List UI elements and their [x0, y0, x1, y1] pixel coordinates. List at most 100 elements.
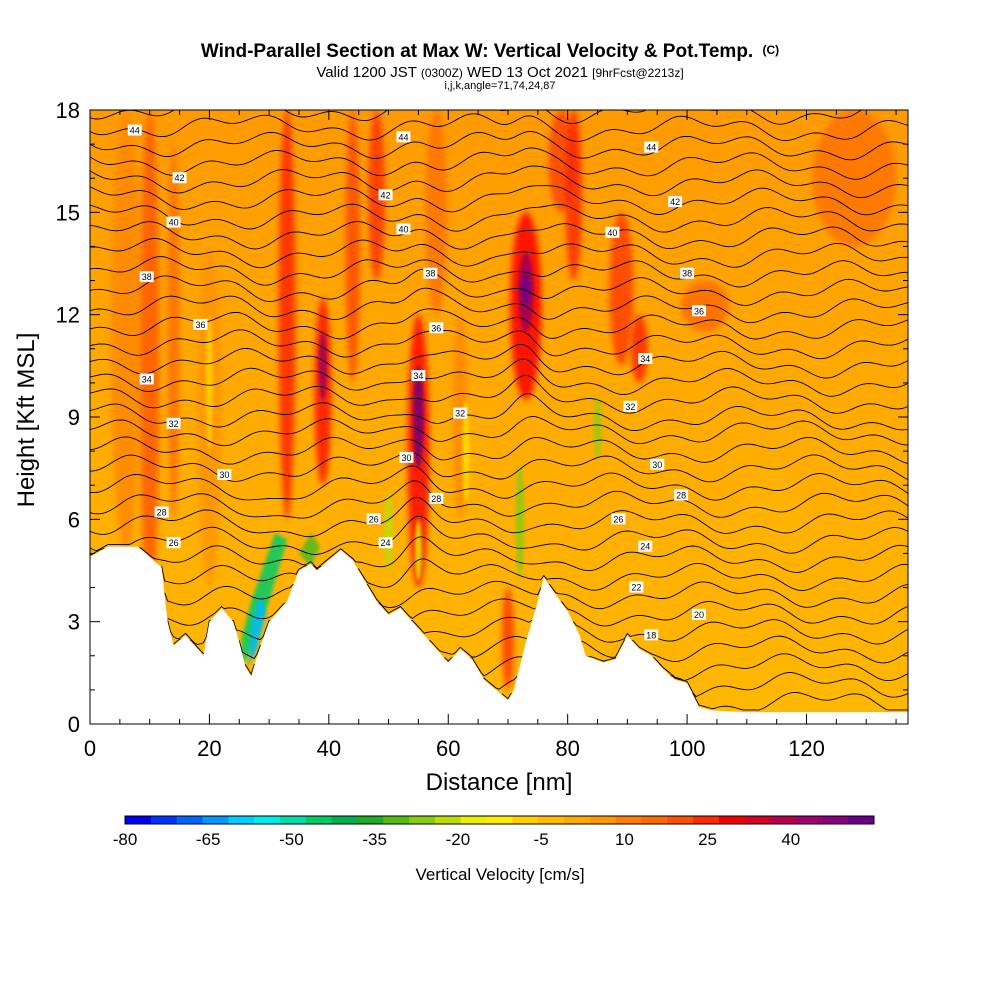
- colorbar-tick-label: -80: [113, 830, 138, 849]
- svg-text:38: 38: [682, 269, 692, 279]
- svg-text:42: 42: [175, 173, 185, 183]
- theta-label: 26: [166, 537, 181, 549]
- colorbar-swatch: [305, 816, 333, 824]
- x-axis-label: Distance [nm]: [426, 769, 573, 796]
- theta-label: 38: [139, 271, 154, 283]
- colorbar-swatch: [486, 816, 513, 824]
- colorbar-swatch: [641, 816, 668, 824]
- colorbar-swatch: [770, 816, 798, 824]
- colorbar-swatch: [228, 816, 255, 824]
- theta-label: 22: [629, 581, 644, 593]
- theta-contour: [90, 221, 908, 250]
- downdraft-core: [298, 532, 320, 568]
- colorbar-tick-label: 10: [615, 830, 634, 849]
- downdraft-streak: [515, 464, 525, 578]
- theta-label: 42: [172, 172, 187, 184]
- theta-label: 26: [611, 513, 626, 525]
- y-tick-label: 15: [56, 200, 80, 225]
- theta-contour: [90, 358, 908, 397]
- theta-label: 24: [638, 540, 653, 552]
- colorbar-swatch: [615, 816, 643, 824]
- theta-label: 44: [644, 141, 659, 153]
- svg-text:36: 36: [431, 323, 441, 333]
- svg-text:42: 42: [670, 197, 680, 207]
- colorbar-tick-labels: -80 -65 -50 -35 -20 -5 10 25 40: [113, 830, 801, 849]
- colorbar-tick-label: 40: [781, 830, 800, 849]
- chart-title: Wind-Parallel Section at Max W: Vertical…: [201, 41, 779, 62]
- colorbar-tick-label: -20: [446, 830, 471, 849]
- colorbar-swatch: [796, 816, 823, 824]
- theta-contour: [244, 653, 908, 682]
- colorbar-tick-label: 25: [698, 830, 717, 849]
- colorbar-tick-label: -5: [534, 830, 549, 849]
- updraft-plume: [501, 587, 514, 690]
- theta-contour: [90, 256, 908, 288]
- colorbar-swatch: [512, 816, 539, 824]
- theta-label: 44: [396, 131, 411, 143]
- svg-text:38: 38: [425, 269, 435, 279]
- svg-text:32: 32: [169, 419, 179, 429]
- x-tick-label: 20: [197, 736, 221, 761]
- svg-text:32: 32: [625, 402, 635, 412]
- theta-label: 32: [623, 400, 638, 412]
- colorbar-swatch: [279, 816, 307, 824]
- updraft-plume: [812, 110, 897, 247]
- updraft-plume: [140, 110, 160, 622]
- theta-contour: [251, 672, 908, 698]
- x-tick-label: 120: [788, 736, 825, 761]
- theta-contour: [90, 147, 908, 180]
- theta-label: 26: [366, 513, 381, 525]
- theta-contour: [90, 374, 908, 414]
- theta-label: 40: [396, 223, 411, 235]
- colorbar-swatch: [409, 816, 436, 824]
- theta-label: 40: [166, 216, 181, 228]
- updraft-plume: [734, 468, 807, 622]
- x-tick-label: 0: [84, 736, 96, 761]
- updraft-plume: [167, 144, 180, 520]
- theta-contours: [90, 110, 908, 711]
- theta-label: 36: [692, 305, 707, 317]
- svg-text:28: 28: [676, 490, 686, 500]
- downdraft-streak: [414, 519, 422, 581]
- svg-text:42: 42: [381, 190, 391, 200]
- theta-contour: [90, 393, 908, 432]
- axis-ticks: [89, 109, 908, 725]
- updraft-plume: [345, 110, 360, 383]
- updraft-plume: [630, 314, 648, 383]
- svg-text:44: 44: [130, 125, 140, 135]
- theta-label: 42: [668, 196, 683, 208]
- chart-subtitle: Valid 1200 JST (0300Z) WED 13 Oct 2021 […: [316, 64, 683, 81]
- colorbar-swatch: [125, 816, 152, 824]
- y-tick-labels: 0 3 6 9 12 15 18: [56, 98, 80, 737]
- x-tick-label: 40: [317, 736, 341, 761]
- terrain-mask: [90, 546, 908, 724]
- colorbar-swatch: [589, 816, 617, 824]
- theta-label: 34: [139, 373, 154, 385]
- theta-contour: [167, 598, 908, 627]
- svg-text:28: 28: [431, 494, 441, 504]
- theta-label: 28: [429, 492, 444, 504]
- colorbar-tick-label: -50: [279, 830, 304, 849]
- y-tick-label: 18: [56, 98, 80, 123]
- colorbar-swatch: [538, 816, 565, 824]
- svg-text:26: 26: [169, 538, 179, 548]
- colorbar-swatch: [357, 816, 384, 824]
- theta-contour: [90, 329, 908, 360]
- colorbar: [124, 815, 875, 825]
- updraft-plume: [609, 212, 634, 366]
- theta-contour: [90, 110, 863, 125]
- theta-contour: [90, 436, 908, 465]
- colorbar-swatch: [667, 816, 694, 824]
- theta-contour: [90, 515, 908, 555]
- x-tick-label: 100: [669, 736, 706, 761]
- svg-text:44: 44: [398, 132, 408, 142]
- svg-text:36: 36: [694, 306, 704, 316]
- theta-contour: [90, 287, 908, 324]
- svg-text:26: 26: [613, 514, 623, 524]
- terrain: [90, 546, 908, 724]
- x-tick-label: 80: [555, 736, 579, 761]
- theta-label: 28: [154, 506, 169, 518]
- colorbar-swatch: [254, 816, 281, 824]
- theta-contour: [90, 130, 908, 161]
